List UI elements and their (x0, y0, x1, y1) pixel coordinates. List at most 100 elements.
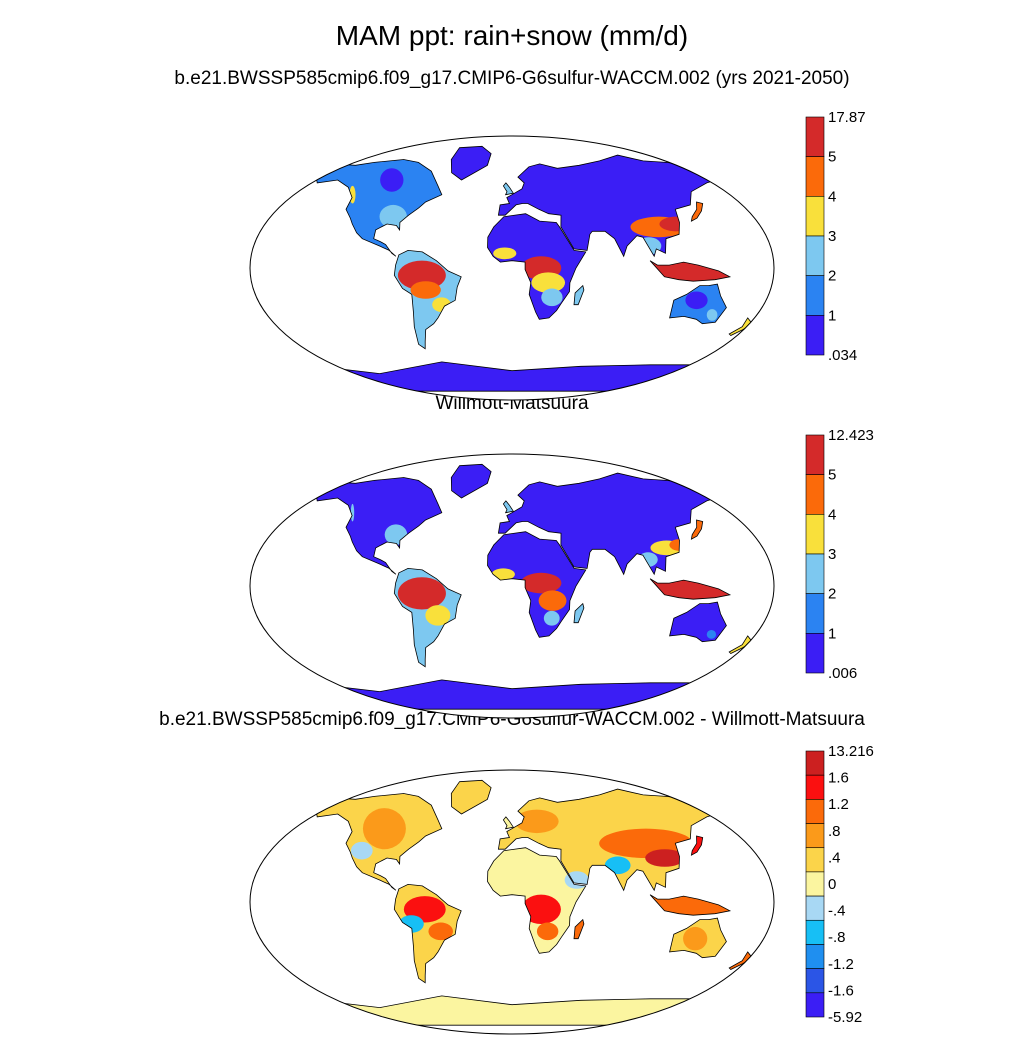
field-region (493, 247, 517, 260)
field-region (491, 568, 515, 581)
colorbar-swatch (805, 156, 825, 197)
coastline-africa (487, 213, 587, 320)
field-region (397, 577, 446, 610)
colorbar-tick-label: 4 (828, 506, 836, 523)
coastline-indonesia (649, 260, 732, 282)
colorbar-swatch (805, 774, 825, 800)
field-region (483, 872, 541, 888)
colorbar-tick-label: -1.2 (828, 956, 854, 973)
coastline-antarctica (303, 679, 721, 710)
land-indonesia (650, 894, 730, 916)
coastline-southAmerica (393, 567, 462, 668)
colorbar-tick-label: 1 (828, 307, 836, 324)
field-region (541, 288, 563, 307)
colorbar-swatch (805, 823, 825, 849)
land-antarctica (304, 995, 720, 1026)
field-region (425, 605, 451, 626)
field-region (536, 922, 559, 941)
land-britain (503, 500, 514, 513)
colorbar-tick-label: 4 (828, 188, 836, 205)
field-region (706, 309, 718, 321)
colorbar-swatch (805, 116, 825, 157)
colorbar-tick-label: .4 (828, 849, 841, 866)
coastline-southAmerica (393, 883, 462, 984)
colorbar-tick-label: 17.87 (828, 109, 866, 126)
colorbar-swatch (805, 633, 825, 674)
colorbar-tick-label: -.8 (828, 929, 846, 946)
colorbar-tick-label: 2 (828, 268, 836, 285)
coastline-indonesia (649, 578, 732, 600)
coastline-japan (690, 835, 704, 856)
coastline-eurasia (497, 472, 718, 576)
colorbar-tick-label: .8 (828, 823, 841, 840)
map-field (250, 454, 774, 718)
land-britain (503, 816, 514, 829)
coastline-australia (669, 601, 727, 643)
panel-3-subtitle: b.e21.BWSSP585cmip6.f09_g17.CMIP6-G6sulf… (159, 709, 865, 730)
colorbar-swatch (805, 315, 825, 356)
coastline-japan (690, 519, 704, 540)
coastlines (303, 463, 753, 710)
colorbar-swatch (805, 919, 825, 945)
coastline-northAmerica (315, 793, 443, 891)
map-panel-difference: 13.216 1.6 1.2 .8 .4 0 -.4 -.8 -1.2 -1.6 -5.92 (249, 743, 874, 1035)
colorbar-tick-label: 12.423 (828, 427, 874, 444)
colorbar-tick-label: .034 (828, 347, 857, 364)
colorbar-tick-label: 1 (828, 625, 836, 642)
field-region (410, 281, 441, 299)
coastline-eurasia (497, 154, 718, 258)
field-region (706, 630, 717, 639)
field-region (683, 926, 708, 951)
coastline-greenland (450, 779, 492, 815)
land-antarctica (304, 679, 720, 710)
coastline-australia (669, 917, 727, 959)
map-panel-observations: 12.423 5 4 3 2 1 .006 (249, 427, 874, 719)
colorbar-tick-label: 1.6 (828, 770, 849, 787)
land-madagascar (574, 919, 584, 939)
field-region (538, 590, 567, 611)
colorbar-swatch (805, 434, 825, 475)
land-greenland (451, 464, 492, 498)
coastline-britain (502, 816, 514, 830)
field-region (380, 168, 404, 192)
land-japan (691, 202, 703, 222)
land-japan (691, 836, 703, 856)
land-antarctica (304, 361, 720, 392)
land-northAmerica (316, 477, 442, 575)
land-greenland (451, 780, 492, 814)
coastline-greenland (450, 463, 492, 499)
colorbar-tick-label: 2 (828, 586, 836, 603)
colorbar-swatch (805, 275, 825, 316)
colorbar-tick-label: -5.92 (828, 1009, 862, 1026)
colorbar-tick-label: 5 (828, 149, 836, 166)
land-britain (503, 182, 514, 195)
colorbar-tick-label: 3 (828, 228, 836, 245)
colorbar-swatch (805, 799, 825, 824)
colorbar-tick-label: 3 (828, 546, 836, 563)
map-border (249, 135, 775, 401)
coastline-madagascar (573, 602, 585, 624)
colorbar-swatch (805, 992, 825, 1018)
coastline-japan (690, 201, 704, 222)
land-japan (691, 520, 703, 540)
coastline-southAmerica (393, 249, 462, 350)
map-field (250, 136, 774, 400)
land-indonesia (650, 578, 730, 600)
map-border (249, 453, 775, 719)
coastlines (303, 779, 753, 1026)
land-madagascar (574, 603, 584, 623)
colorbar-swatch (805, 235, 825, 276)
colorbar-swatch (805, 514, 825, 555)
field-region (362, 808, 406, 850)
colorbar-swatch (805, 968, 825, 994)
coastline-greenland (450, 145, 492, 181)
colorbar-swatch (805, 895, 825, 921)
map-panel-model: 17.87 5 4 3 2 1 .034 (249, 109, 866, 401)
colorbar-tick-label: -.4 (828, 903, 846, 920)
field-region (520, 572, 562, 594)
land-madagascar (574, 285, 584, 305)
coastline-australia (669, 283, 727, 325)
colorbar-swatch (805, 196, 825, 237)
field-region (543, 610, 560, 626)
colorbar-swatch (805, 474, 825, 515)
